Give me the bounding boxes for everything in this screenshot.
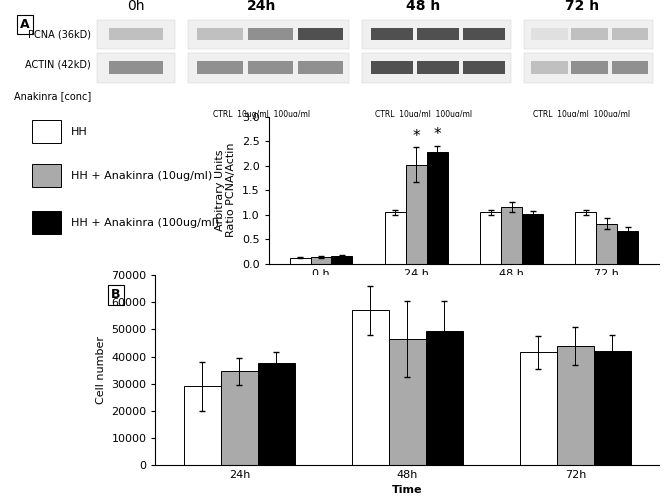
Bar	[571, 61, 607, 74]
Bar	[371, 28, 413, 40]
Bar	[557, 346, 594, 465]
Bar	[464, 28, 505, 40]
Bar	[617, 231, 639, 264]
Bar	[611, 61, 648, 74]
Bar	[298, 28, 343, 40]
Bar	[290, 258, 310, 264]
Bar	[184, 386, 221, 465]
Text: HH: HH	[71, 126, 87, 136]
Bar	[417, 61, 459, 74]
Y-axis label: Cell number: Cell number	[96, 336, 106, 404]
Bar	[109, 61, 163, 74]
Bar	[298, 61, 343, 74]
Bar	[523, 53, 653, 82]
Bar	[531, 61, 567, 74]
X-axis label: Time: Time	[449, 284, 480, 294]
Text: *: *	[412, 128, 420, 144]
Bar	[332, 256, 352, 264]
Bar	[109, 28, 163, 40]
Bar	[352, 310, 389, 465]
Text: A: A	[20, 18, 29, 30]
X-axis label: Time: Time	[392, 486, 423, 496]
Text: CTRL  10ug/ml  100ug/ml: CTRL 10ug/ml 100ug/ml	[214, 110, 310, 118]
Text: *: *	[434, 127, 441, 142]
Bar	[221, 372, 258, 465]
Bar	[385, 212, 406, 264]
Bar	[248, 61, 293, 74]
Bar	[594, 351, 631, 465]
Bar	[197, 28, 242, 40]
Text: PCNA (36kD): PCNA (36kD)	[28, 30, 91, 40]
Bar	[501, 208, 522, 264]
Bar	[523, 20, 653, 50]
Bar	[97, 20, 174, 50]
Bar	[188, 53, 349, 82]
Text: 0h: 0h	[127, 0, 145, 13]
Bar	[406, 164, 427, 264]
Text: CTRL  10ug/ml  100ug/ml: CTRL 10ug/ml 100ug/ml	[533, 110, 631, 118]
Bar	[389, 339, 426, 465]
Bar	[33, 212, 61, 234]
Text: HH + Anakinra (100ug/ml): HH + Anakinra (100ug/ml)	[71, 218, 219, 228]
Bar	[531, 28, 567, 40]
Text: B: B	[111, 288, 121, 302]
Text: CTRL  10ug/ml  100ug/ml: CTRL 10ug/ml 100ug/ml	[375, 110, 472, 118]
Bar	[417, 28, 459, 40]
Bar	[575, 212, 597, 264]
Bar	[362, 53, 511, 82]
Bar	[464, 61, 505, 74]
Bar	[258, 364, 295, 465]
Bar	[371, 61, 413, 74]
Bar	[427, 152, 448, 264]
Bar	[248, 28, 293, 40]
Text: 24h: 24h	[247, 0, 277, 13]
Text: 72 h: 72 h	[565, 0, 599, 13]
Bar	[597, 224, 617, 264]
Text: Anakinra [conc]: Anakinra [conc]	[13, 91, 91, 101]
Bar	[310, 258, 332, 264]
Bar	[522, 214, 543, 264]
Bar	[188, 20, 349, 50]
Bar	[480, 212, 501, 264]
Bar	[426, 330, 463, 465]
Bar	[611, 28, 648, 40]
Bar	[33, 164, 61, 187]
Bar	[97, 53, 174, 82]
Text: HH + Anakinra (10ug/ml): HH + Anakinra (10ug/ml)	[71, 170, 212, 180]
Bar	[362, 20, 511, 50]
Y-axis label: Arbitrary Units
Ratio PCNA/Actin: Arbitrary Units Ratio PCNA/Actin	[214, 143, 236, 238]
Bar	[571, 28, 607, 40]
Bar	[197, 61, 242, 74]
Text: 48 h: 48 h	[406, 0, 441, 13]
Bar	[520, 352, 557, 465]
Text: ACTIN (42kD): ACTIN (42kD)	[25, 60, 91, 70]
Bar	[33, 120, 61, 143]
